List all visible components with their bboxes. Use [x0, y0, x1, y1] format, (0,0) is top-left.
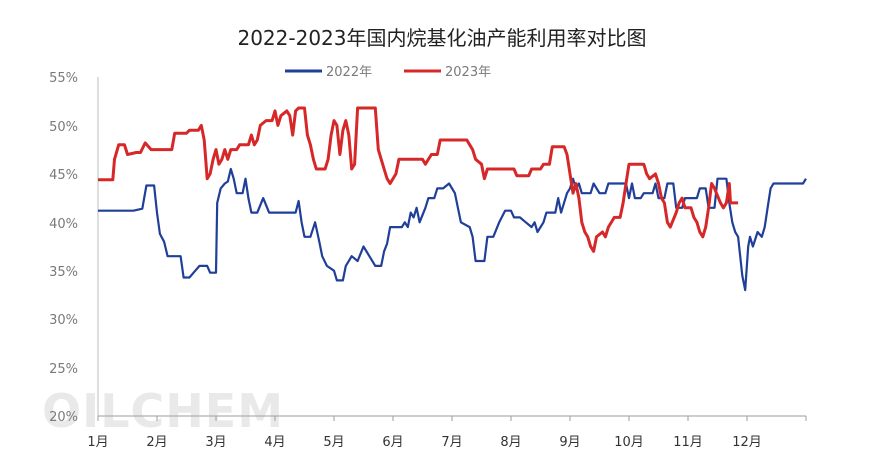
x-tick-label: 8月	[500, 435, 521, 450]
x-tick-label: 12月	[732, 435, 762, 450]
y-tick-label: 50%	[49, 120, 78, 135]
x-tick-label: 1月	[87, 435, 108, 450]
x-tick-label: 6月	[382, 435, 403, 450]
legend: 2022年 2023年	[285, 65, 491, 80]
watermark: OILCHEM	[42, 384, 284, 438]
y-tick-label: 55%	[49, 71, 78, 86]
legend-2022-label: 2022年	[326, 65, 372, 80]
series-layer	[98, 106, 807, 292]
series-line-2022	[98, 167, 807, 292]
legend-2023-label: 2023年	[445, 65, 491, 80]
x-tick-label: 5月	[323, 435, 344, 450]
x-tick-label: 2月	[146, 435, 167, 450]
y-tick-label: 20%	[49, 410, 78, 425]
series-line-2023	[98, 106, 739, 253]
y-axis-tick-labels: 55% 50% 45% 40% 35% 30% 25% 20%	[49, 71, 78, 425]
x-tick-label: 7月	[441, 435, 462, 450]
x-tick-label: 10月	[614, 435, 644, 450]
x-tick-label: 9月	[559, 435, 580, 450]
x-tick-label: 4月	[264, 435, 285, 450]
y-tick-label: 30%	[49, 313, 78, 328]
y-tick-label: 45%	[49, 168, 78, 183]
y-tick-label: 25%	[49, 362, 78, 377]
chart-title: 2022-2023年国内烷基化油产能利用率对比图	[237, 26, 646, 50]
x-axis-ticks: 1月 2月 3月 4月 5月 6月 7月 8月 9月 10月 11月 12月	[87, 416, 807, 450]
y-tick-label: 40%	[49, 217, 78, 232]
y-tick-label: 35%	[49, 265, 78, 280]
x-tick-label: 11月	[673, 435, 703, 450]
x-tick-label: 3月	[205, 435, 226, 450]
